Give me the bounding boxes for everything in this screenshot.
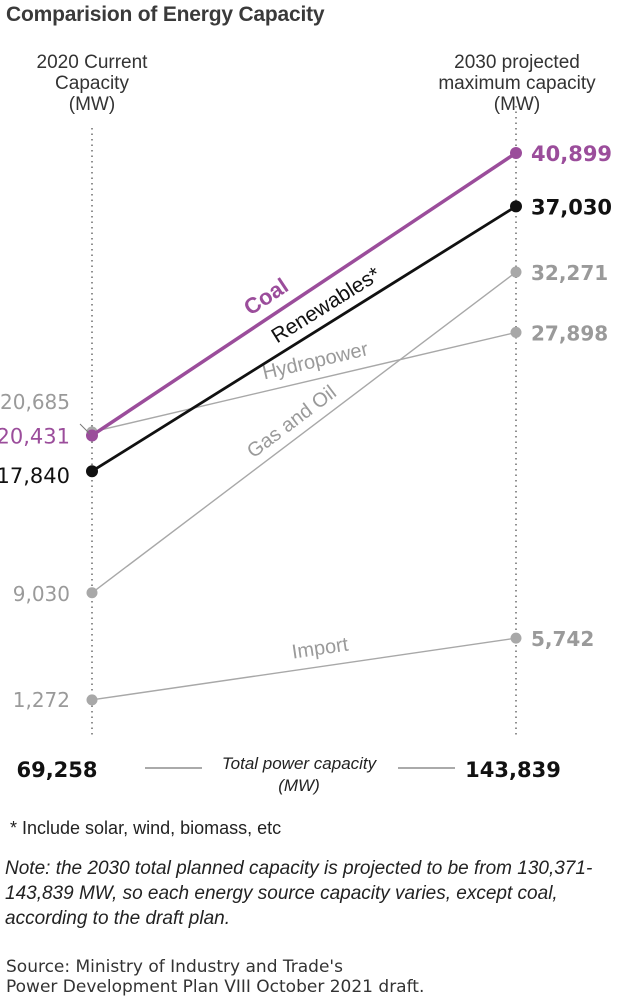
data-point-import-right xyxy=(510,632,522,644)
right-header-line: 2030 projected xyxy=(454,52,580,73)
data-point-renewables-right xyxy=(510,200,522,213)
series-line-import xyxy=(91,637,517,701)
left-column-header: 2020 Current Capacity (MW) xyxy=(14,52,170,115)
value-label-coal-2030: 40,899 xyxy=(531,142,612,166)
value-label-coal-2020: 20,431 xyxy=(0,424,70,448)
right-header-line: (MW) xyxy=(493,94,541,115)
source-line: Power Development Plan VIII October 2021… xyxy=(6,977,425,997)
value-label-import-2030: 5,742 xyxy=(531,627,594,651)
series-line-hydropower xyxy=(91,331,517,433)
data-point-hydropower-right xyxy=(510,326,522,338)
data-point-import-left xyxy=(86,694,98,706)
data-point-gas-and-oil-right xyxy=(510,266,522,278)
value-label-import-2020: 1,272 xyxy=(13,688,70,712)
total-right-value: 143,839 xyxy=(465,758,561,782)
data-point-coal-right xyxy=(510,146,522,159)
left-header-line: Capacity xyxy=(55,73,129,94)
total-label-unit: (MW) xyxy=(278,776,320,795)
source-line: Source: Ministry of Industry and Trade's xyxy=(6,957,343,977)
total-row: 69,258 Total power capacity (MW) 143,839 xyxy=(16,754,560,795)
right-header-line: maximum capacity xyxy=(438,73,596,94)
right-column-header: 2030 projected maximum capacity (MW) xyxy=(428,52,606,115)
value-label-hydropower-2030: 27,898 xyxy=(531,321,608,345)
data-point-renewables-left xyxy=(86,465,98,478)
value-label-renewables-2020: 17,840 xyxy=(0,464,70,488)
total-left-value: 69,258 xyxy=(16,758,97,782)
value-label-gas-and-oil-2020: 9,030 xyxy=(13,582,70,606)
series-name-coal: Coal xyxy=(239,273,293,320)
note: Note: the 2030 total planned capacity is… xyxy=(5,858,593,929)
value-label-renewables-2030: 37,030 xyxy=(531,195,612,219)
footnote: * Include solar, wind, biomass, etc xyxy=(10,818,282,838)
series-name-import: Import xyxy=(290,634,350,664)
value-label-hydropower-2020: 20,685 xyxy=(0,390,70,414)
series-line-gas-and-oil xyxy=(91,271,517,594)
total-label: Total power capacity xyxy=(222,754,378,773)
data-point-gas-and-oil-left xyxy=(86,587,98,599)
hydropower-label-leader xyxy=(79,423,91,435)
chart-title: Comparision of Energy Capacity xyxy=(6,3,325,26)
series-line-coal xyxy=(91,151,517,437)
series-line-renewables xyxy=(91,205,517,473)
value-label-gas-and-oil-2030: 32,271 xyxy=(531,261,608,285)
source: Source: Ministry of Industry and Trade's… xyxy=(6,957,606,997)
left-header-line: 2020 Current xyxy=(36,52,148,73)
left-header-line: (MW) xyxy=(68,94,116,115)
